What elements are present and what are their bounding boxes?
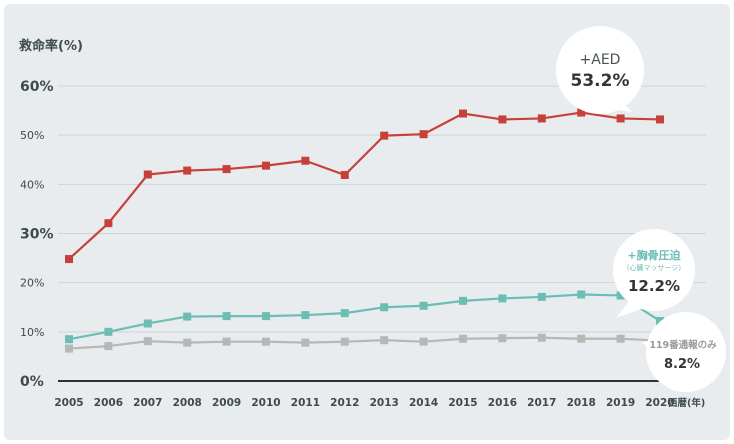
x-axis-title: 西暦(年) <box>668 397 705 409</box>
chart-background <box>4 4 730 440</box>
x-tick-label: 2010 <box>251 397 280 409</box>
data-point <box>419 130 428 139</box>
callout-pointer <box>642 340 656 354</box>
data-point <box>340 337 349 346</box>
x-tick-label: 2008 <box>173 397 202 409</box>
data-point <box>616 291 625 300</box>
callout-value: 53.2% <box>571 71 630 91</box>
data-point <box>183 312 192 321</box>
y-tick-label: 60% <box>20 79 54 95</box>
callout-label: +AED <box>580 52 621 68</box>
data-point <box>143 337 152 346</box>
data-point <box>340 170 349 179</box>
data-point <box>301 338 310 347</box>
data-point <box>459 334 467 343</box>
x-tick-label: 2006 <box>94 397 123 409</box>
x-tick-label: 2016 <box>488 397 517 409</box>
data-point <box>222 165 231 174</box>
y-tick-label: 50% <box>20 129 44 142</box>
data-point <box>65 344 73 353</box>
data-point <box>498 294 507 303</box>
data-point <box>656 115 664 124</box>
x-tick-label: 2005 <box>54 397 83 409</box>
data-point <box>577 290 586 299</box>
x-tick-label: 2007 <box>133 397 162 409</box>
data-point <box>143 319 152 328</box>
series-line <box>68 336 661 350</box>
y-tick-label: 40% <box>20 178 44 191</box>
data-point <box>537 292 546 301</box>
callout-sublabel: (心臓マッサージ) <box>627 263 682 272</box>
callout-pointer <box>606 98 632 112</box>
data-point <box>380 336 389 345</box>
data-point <box>104 219 113 228</box>
data-point <box>301 311 310 320</box>
y-tick-label: 0% <box>20 374 44 390</box>
data-point <box>616 334 625 343</box>
callout-chest-compression: +胸骨圧迫(心臓マッサージ) 12.2% <box>613 229 695 318</box>
callout-bubble <box>556 26 644 114</box>
data-point <box>380 303 389 312</box>
y-tick-label: 10% <box>20 326 44 339</box>
series-2 <box>65 333 664 353</box>
data-point <box>104 342 113 351</box>
series-0 <box>65 108 664 264</box>
data-point <box>537 333 546 342</box>
series-line <box>68 293 661 341</box>
data-point <box>380 131 389 140</box>
data-point <box>143 170 152 179</box>
x-tick-label: 2017 <box>527 397 556 409</box>
callout-119-only: 119番通報のみ 8.2% <box>642 312 726 392</box>
data-point <box>577 334 586 343</box>
callout-label: +胸骨圧迫 <box>627 248 681 262</box>
x-tick-label: 2018 <box>567 397 596 409</box>
x-tick-label: 2014 <box>409 397 438 409</box>
data-point <box>537 114 546 123</box>
x-tick-label: 2013 <box>370 397 399 409</box>
data-point <box>498 115 507 124</box>
callout-value: 12.2% <box>628 277 680 295</box>
y-tick-label: 20% <box>20 277 44 290</box>
data-point <box>222 337 231 346</box>
data-point <box>419 301 428 310</box>
data-point <box>262 161 270 170</box>
callout-aed: +AED 53.2% <box>556 26 644 114</box>
callout-value: 8.2% <box>664 357 700 372</box>
data-point <box>577 108 586 117</box>
series-1 <box>65 290 664 344</box>
data-point <box>183 338 192 347</box>
x-tick-label: 2015 <box>448 397 477 409</box>
data-point <box>656 317 664 326</box>
data-point <box>301 156 310 165</box>
data-point <box>459 109 467 118</box>
callout-bubble <box>613 229 695 311</box>
data-point <box>340 309 349 318</box>
callout-pointer <box>616 300 644 318</box>
data-point <box>459 296 467 305</box>
callout-bubble <box>646 312 726 392</box>
x-tick-label: 2020 <box>645 397 674 409</box>
data-point <box>616 114 625 123</box>
y-axis-title: 救命率(%) <box>19 38 83 54</box>
x-tick-label: 2011 <box>291 397 320 409</box>
series-line <box>68 111 661 260</box>
data-point <box>262 337 270 346</box>
callout-label: 119番通報のみ <box>649 339 717 351</box>
x-tick-label: 2019 <box>606 397 635 409</box>
data-point <box>183 166 192 175</box>
data-point <box>419 337 428 346</box>
data-point <box>262 312 270 321</box>
data-point <box>104 327 113 336</box>
data-point <box>498 334 507 343</box>
data-point <box>65 255 73 264</box>
x-tick-label: 2012 <box>330 397 359 409</box>
data-point <box>65 335 73 344</box>
data-point <box>222 312 231 321</box>
x-tick-label: 2009 <box>212 397 241 409</box>
y-tick-label: 30% <box>20 227 54 243</box>
